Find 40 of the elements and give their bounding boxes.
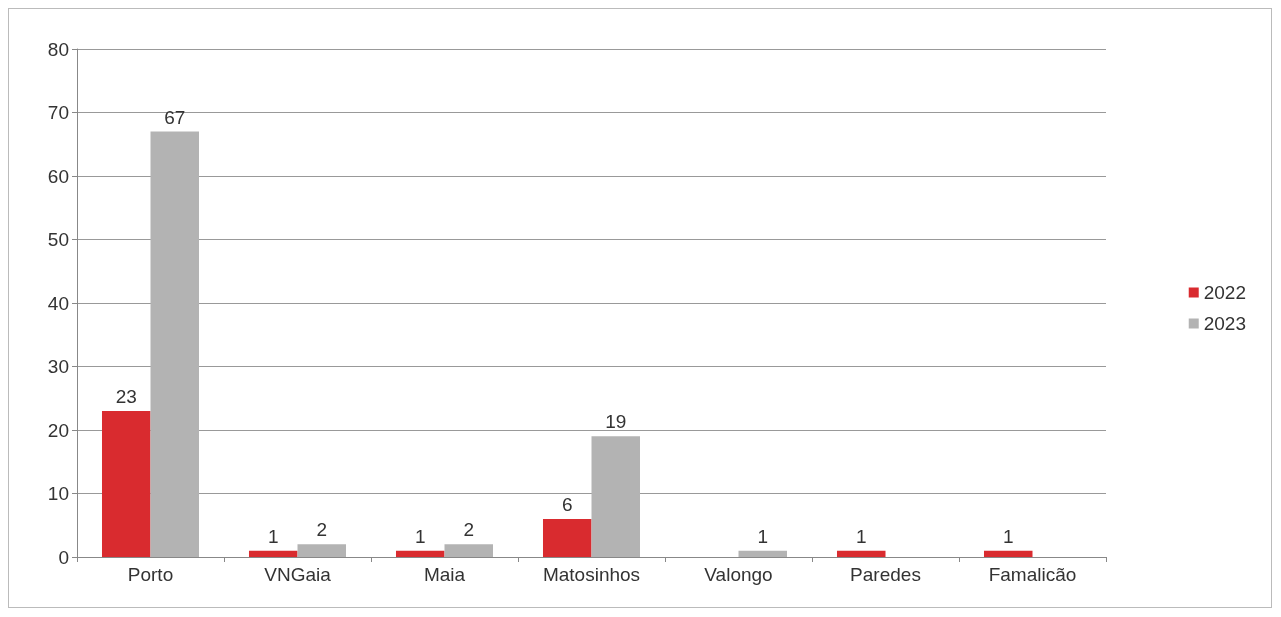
data-label: 1 <box>1002 525 1014 547</box>
bar <box>395 550 445 557</box>
bar <box>591 436 641 557</box>
data-label: 23 <box>115 385 137 407</box>
y-tick-label: 60 <box>47 165 69 187</box>
data-label: 2 <box>463 519 475 541</box>
bar <box>248 550 298 557</box>
bar <box>150 131 200 557</box>
data-label: 1 <box>855 525 867 547</box>
legend-label: 2023 <box>1203 313 1247 334</box>
x-tick-label: Famalicão <box>988 564 1077 585</box>
x-tick-label: Paredes <box>850 564 921 585</box>
data-label: 67 <box>164 106 186 128</box>
data-label: 1 <box>267 525 279 547</box>
data-label: 6 <box>561 493 573 515</box>
y-tick-label: 0 <box>58 546 69 568</box>
bar <box>297 544 347 557</box>
y-tick-label: 80 <box>47 38 69 60</box>
data-label: 19 <box>605 411 627 433</box>
y-tick-label: 70 <box>47 102 69 123</box>
bar <box>738 550 788 557</box>
y-tick-label: 30 <box>47 356 69 377</box>
legend-label: 2022 <box>1203 282 1247 303</box>
data-label: 1 <box>757 525 769 547</box>
bar <box>542 518 592 557</box>
x-tick-label: Valongo <box>704 564 773 585</box>
bar <box>101 410 151 557</box>
x-tick-label: Maia <box>423 564 466 585</box>
bar <box>836 550 886 557</box>
bar <box>983 550 1033 557</box>
y-tick-label: 10 <box>47 483 69 504</box>
y-tick-label: 50 <box>47 229 69 250</box>
bar <box>444 544 494 557</box>
x-tick-label: VNGaia <box>264 564 332 585</box>
x-tick-label: Porto <box>127 564 174 585</box>
x-tick-label: Matosinhos <box>542 564 641 585</box>
data-label: 2 <box>316 519 328 541</box>
y-tick-label: 40 <box>47 292 69 314</box>
y-tick-label: 20 <box>47 419 69 441</box>
data-label: 1 <box>414 525 426 547</box>
